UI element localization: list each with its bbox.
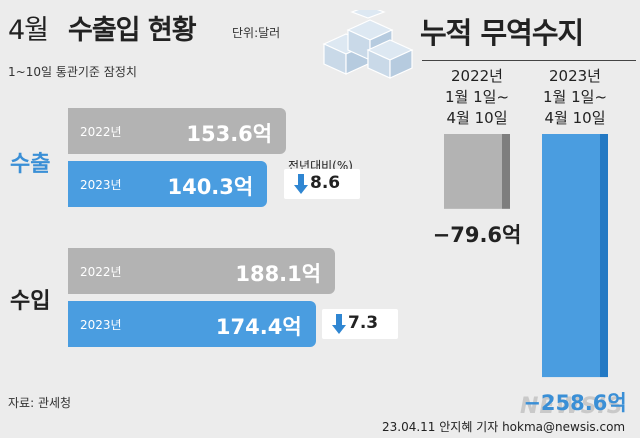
unit-note: 단위:달러 [232, 26, 281, 40]
bar-2023 [68, 301, 316, 347]
bar-year-label: 2022년 [80, 265, 122, 279]
balance-bar [444, 134, 502, 209]
balance-value: −79.6억 [432, 222, 522, 247]
trade-balance-title: 누적 무역수지 [420, 16, 584, 50]
bar-year-label: 2023년 [80, 318, 122, 332]
change-value: 8.6 [310, 173, 341, 193]
bar-year-label: 2023년 [80, 178, 122, 192]
bar-year-label: 2022년 [80, 125, 122, 139]
basis-note: 1~10일 통관기준 잠정치 [8, 65, 137, 79]
period-label: 2022년 1월 1일~ 4월 10일 [444, 67, 510, 127]
cubes-illustration [322, 10, 414, 79]
down-arrow-icon [332, 314, 346, 334]
balance-bar [542, 134, 600, 378]
trade-balance-chart [444, 134, 608, 378]
change-badge [284, 169, 360, 199]
title-rule [422, 60, 636, 61]
page-title: 수출입 현황 [68, 15, 197, 46]
balance-bar-shade [600, 134, 608, 378]
change-value: 7.3 [348, 313, 379, 333]
group-label: 수입 [10, 289, 51, 314]
balance-value: −258.6억 [523, 391, 627, 416]
balance-bar-shade [502, 134, 510, 209]
bar-value-label: 174.4억 [215, 315, 302, 339]
bar-2022 [68, 248, 336, 294]
bar-2022 [68, 108, 287, 154]
source-note: 자료: 관세청 [8, 396, 72, 410]
bar-value-label: 188.1억 [235, 262, 322, 286]
brand-watermark: NEWSIS [520, 394, 624, 419]
period-label: 2023년 1월 1일~ 4월 10일 [542, 67, 608, 127]
group-label: 수출 [10, 152, 51, 177]
bar-2023 [68, 161, 268, 207]
bar-value-label: 153.6억 [186, 122, 273, 146]
byline: 23.04.11 안지혜 기자 hokma@newsis.com [382, 420, 626, 434]
bar-value-label: 140.3억 [167, 175, 254, 199]
down-arrow-icon [294, 174, 308, 194]
title-month: 4월 [8, 15, 49, 46]
change-badge [322, 309, 398, 339]
